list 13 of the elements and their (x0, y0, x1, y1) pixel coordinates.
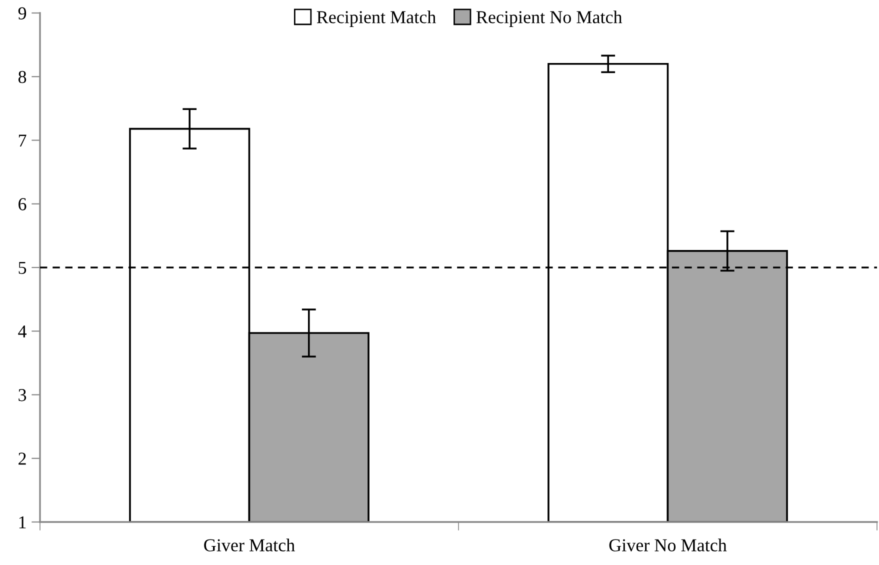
y-tick-label: 1 (19, 516, 26, 528)
y-tick-label: 9 (18, 7, 26, 20)
y-tick-label: 4 (18, 326, 27, 338)
y-tick-label: 2 (18, 452, 26, 465)
y-tick-label: 6 (18, 198, 26, 210)
y-tick-label: 7 (18, 134, 26, 147)
y-tick-label: 3 (18, 389, 26, 402)
x-tick-label: Giver Match (204, 538, 295, 552)
legend-label: Recipient Match (316, 10, 436, 27)
y-tick-label: 5 (18, 262, 26, 274)
legend-label: Recipient No Match (476, 10, 622, 27)
x-tick-label: Giver No Match (609, 538, 727, 552)
y-tick-label: 8 (18, 70, 26, 84)
